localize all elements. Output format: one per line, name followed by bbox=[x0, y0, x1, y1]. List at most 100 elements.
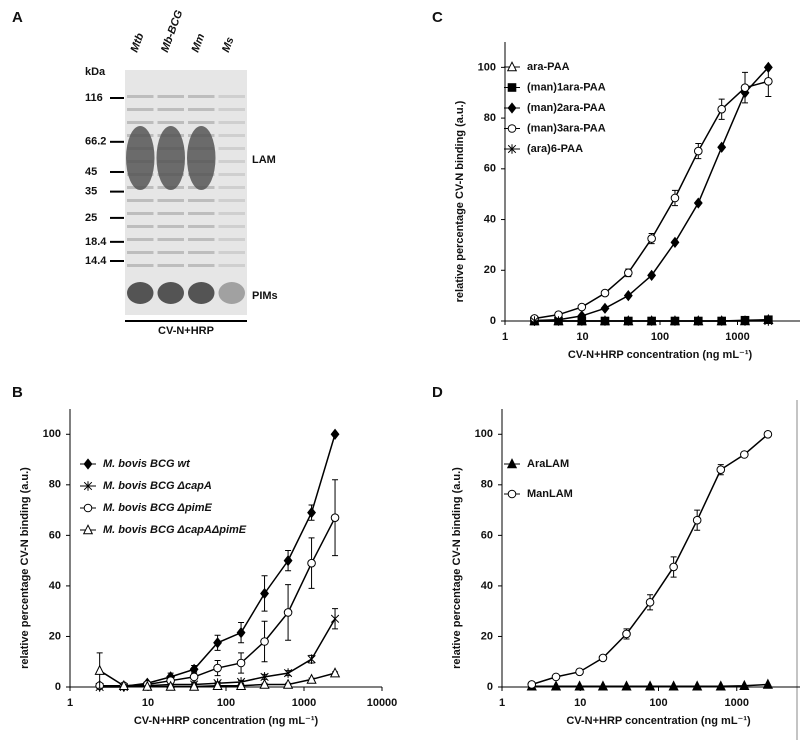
gel-band bbox=[188, 225, 215, 228]
marker bbox=[762, 678, 773, 689]
legend-label: ara-PAA bbox=[527, 61, 570, 73]
marker-label: 45 bbox=[85, 166, 97, 178]
gel-band bbox=[188, 264, 215, 267]
marker bbox=[600, 302, 610, 314]
marker bbox=[647, 316, 656, 326]
legend-marker bbox=[506, 458, 518, 469]
marker bbox=[189, 672, 199, 682]
marker bbox=[94, 664, 105, 675]
legend-label: (man)2ara-PAA bbox=[527, 102, 606, 114]
marker bbox=[307, 558, 316, 568]
gel-smear bbox=[218, 282, 245, 304]
marker bbox=[236, 627, 246, 639]
band-label: PIMs bbox=[252, 290, 278, 302]
legend-label: (man)3ara-PAA bbox=[527, 122, 606, 134]
marker bbox=[188, 680, 200, 691]
caption: CV-N+HRP bbox=[158, 325, 214, 337]
x-tick-label: 100 bbox=[651, 331, 669, 343]
marker bbox=[213, 663, 222, 673]
panel-label: B bbox=[12, 384, 23, 401]
x-axis-label: CV-N+HRP concentration (ng mL⁻¹) bbox=[134, 715, 319, 727]
gel-band bbox=[188, 251, 215, 254]
marker bbox=[621, 680, 632, 691]
legend-label: M. bovis BCG ΔpimE bbox=[103, 502, 213, 514]
marker bbox=[763, 429, 773, 439]
y-tick-label: 20 bbox=[484, 264, 496, 276]
y-tick-label: 80 bbox=[481, 479, 493, 491]
marker-label: 35 bbox=[85, 186, 97, 198]
marker bbox=[624, 268, 633, 278]
x-tick-label: 10000 bbox=[367, 697, 398, 709]
gel-band bbox=[188, 238, 215, 241]
y-axis-label: relative percentage CV-N binding (a.u.) bbox=[19, 467, 31, 669]
legend-label: M. bovis BCG ΔcapA bbox=[103, 480, 212, 492]
marker bbox=[740, 450, 749, 459]
marker bbox=[717, 316, 726, 326]
marker bbox=[330, 428, 340, 440]
gel-band bbox=[157, 95, 184, 98]
marker bbox=[669, 562, 678, 572]
marker bbox=[235, 679, 247, 691]
marker bbox=[623, 290, 633, 302]
gel-band bbox=[157, 108, 184, 111]
gel-band bbox=[157, 238, 184, 241]
gel-band bbox=[188, 95, 215, 98]
legend-marker bbox=[507, 144, 517, 154]
marker bbox=[330, 513, 340, 522]
gel-band bbox=[218, 238, 245, 241]
marker-label: 25 bbox=[85, 212, 97, 224]
legend-label: AraLAM bbox=[527, 458, 569, 470]
x-axis-label: CV-N+HRP concentration (ng mL⁻¹) bbox=[566, 715, 751, 727]
legend-label: (ara)6-PAA bbox=[527, 143, 583, 155]
gel-band bbox=[188, 121, 215, 124]
marker-label: 116 bbox=[85, 92, 103, 104]
marker bbox=[764, 77, 773, 86]
legend-marker bbox=[83, 503, 93, 513]
marker bbox=[259, 678, 270, 689]
marker bbox=[715, 680, 726, 691]
x-axis-label: CV-N+HRP concentration (ng mL⁻¹) bbox=[568, 349, 753, 361]
y-tick-label: 60 bbox=[49, 529, 61, 541]
gel-band bbox=[218, 173, 245, 176]
y-tick-label: 60 bbox=[484, 163, 496, 175]
marker bbox=[692, 680, 703, 691]
marker bbox=[693, 146, 703, 156]
gel-band bbox=[127, 121, 154, 124]
marker bbox=[647, 234, 656, 243]
y-tick-label: 60 bbox=[481, 529, 493, 541]
marker bbox=[644, 680, 656, 691]
legend-label: M. bovis BCG ΔcapAΔpimE bbox=[103, 524, 247, 536]
y-axis-label: relative percentage CV-N binding (a.u.) bbox=[454, 100, 466, 302]
marker-label: 66.2 bbox=[85, 136, 106, 148]
marker bbox=[600, 288, 610, 298]
marker bbox=[329, 667, 341, 678]
marker bbox=[307, 654, 316, 664]
marker bbox=[282, 678, 294, 689]
y-axis-label: relative percentage CV-N binding (a.u.) bbox=[451, 467, 463, 669]
marker bbox=[693, 197, 703, 209]
y-tick-label: 80 bbox=[484, 112, 496, 124]
marker bbox=[551, 672, 561, 682]
marker bbox=[739, 679, 750, 691]
gel-band bbox=[218, 212, 245, 215]
gel-band bbox=[127, 264, 154, 267]
marker bbox=[330, 613, 340, 624]
gel-smear bbox=[127, 282, 154, 304]
gel-smear bbox=[157, 282, 184, 304]
x-tick-label: 10 bbox=[574, 697, 586, 709]
panel-label: D bbox=[432, 384, 443, 401]
marker bbox=[740, 83, 750, 92]
x-tick-label: 1 bbox=[502, 331, 508, 343]
marker bbox=[283, 668, 293, 678]
marker bbox=[692, 515, 702, 525]
marker bbox=[598, 653, 608, 663]
gel-band bbox=[218, 199, 245, 202]
legend-marker bbox=[507, 489, 517, 499]
gel-band bbox=[157, 225, 184, 228]
marker-label: 14.4 bbox=[85, 255, 107, 267]
marker bbox=[118, 679, 129, 691]
marker bbox=[764, 316, 773, 326]
x-tick-label: 1000 bbox=[292, 697, 316, 709]
gel-band bbox=[218, 95, 245, 98]
